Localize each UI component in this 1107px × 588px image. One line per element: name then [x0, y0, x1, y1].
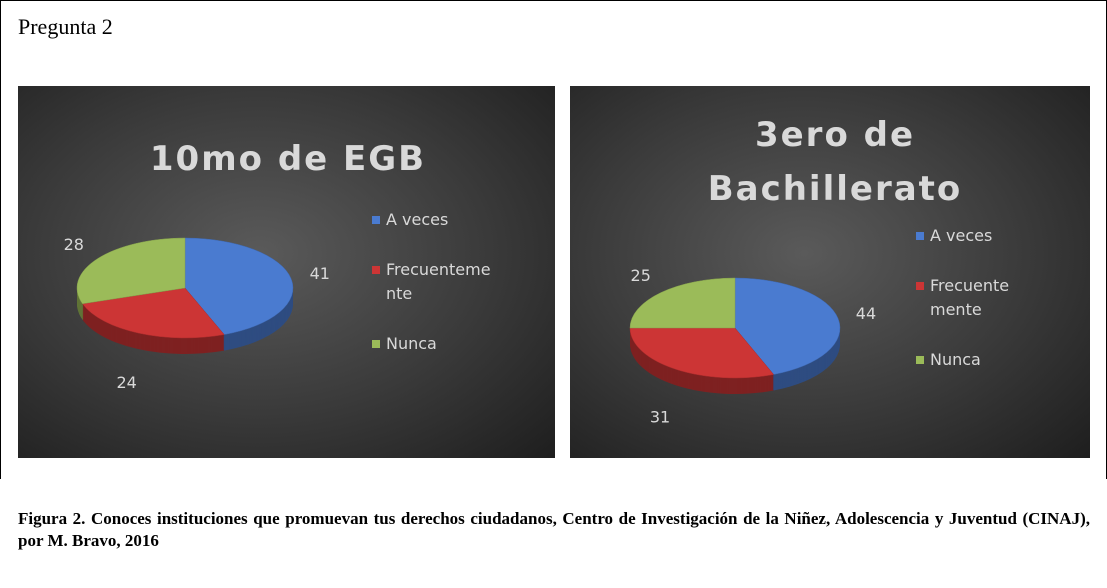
data-label: 24: [117, 373, 137, 392]
legend-item: A veces: [372, 208, 494, 232]
legend-label: A veces: [930, 226, 993, 245]
legend: A veces Frecuentemente Nunca: [916, 224, 1024, 372]
legend-label: Nunca: [386, 334, 437, 353]
legend-swatch: [372, 266, 380, 274]
legend: A veces Frecuentemente Nunca: [372, 208, 494, 356]
data-label: 44: [856, 304, 876, 323]
legend-swatch: [372, 216, 380, 224]
pie-slice: [82, 287, 225, 339]
legend-swatch: [916, 282, 924, 290]
legend-label: A veces: [386, 210, 449, 229]
legend-item: A veces: [916, 224, 1024, 248]
legend-label: Frecuentemente: [930, 276, 1010, 319]
legend-item: Nunca: [372, 332, 494, 356]
pie-slice: [629, 327, 775, 379]
pie-slice: [629, 277, 736, 329]
pie-slice: [734, 277, 841, 375]
pie-slice: [76, 237, 186, 305]
chart-title: 10mo de EGB: [149, 139, 427, 179]
pie-slice: [184, 237, 294, 335]
legend-swatch: [916, 232, 924, 240]
heading: Pregunta 2: [18, 14, 113, 39]
chart: 44 31 25 3ero de Bachillerato A veces Frecuen…: [570, 86, 1090, 458]
caption: Figura 2. Conoces instituciones que prom…: [18, 509, 1090, 550]
legend-swatch: [372, 340, 380, 348]
legend-item: Nunca: [916, 348, 1024, 372]
legend-item: Frecuentemente: [916, 274, 1024, 322]
chart-title: 3ero de Bachillerato: [707, 115, 963, 209]
pie-chart: 44 31 25: [629, 266, 876, 426]
data-label: 28: [64, 235, 84, 254]
legend-label: Nunca: [930, 350, 981, 369]
data-label: 25: [631, 266, 651, 285]
data-label: 31: [650, 407, 670, 426]
legend-swatch: [916, 356, 924, 364]
pie-chart: 41 24 28: [64, 235, 330, 392]
legend-label: Frecuentemente: [386, 260, 491, 303]
chart: 41 24 28 10mo de EGB A veces Frecuentemente Nu…: [18, 86, 555, 458]
legend-item: Frecuentemente: [372, 258, 494, 306]
data-label: 41: [310, 264, 330, 283]
